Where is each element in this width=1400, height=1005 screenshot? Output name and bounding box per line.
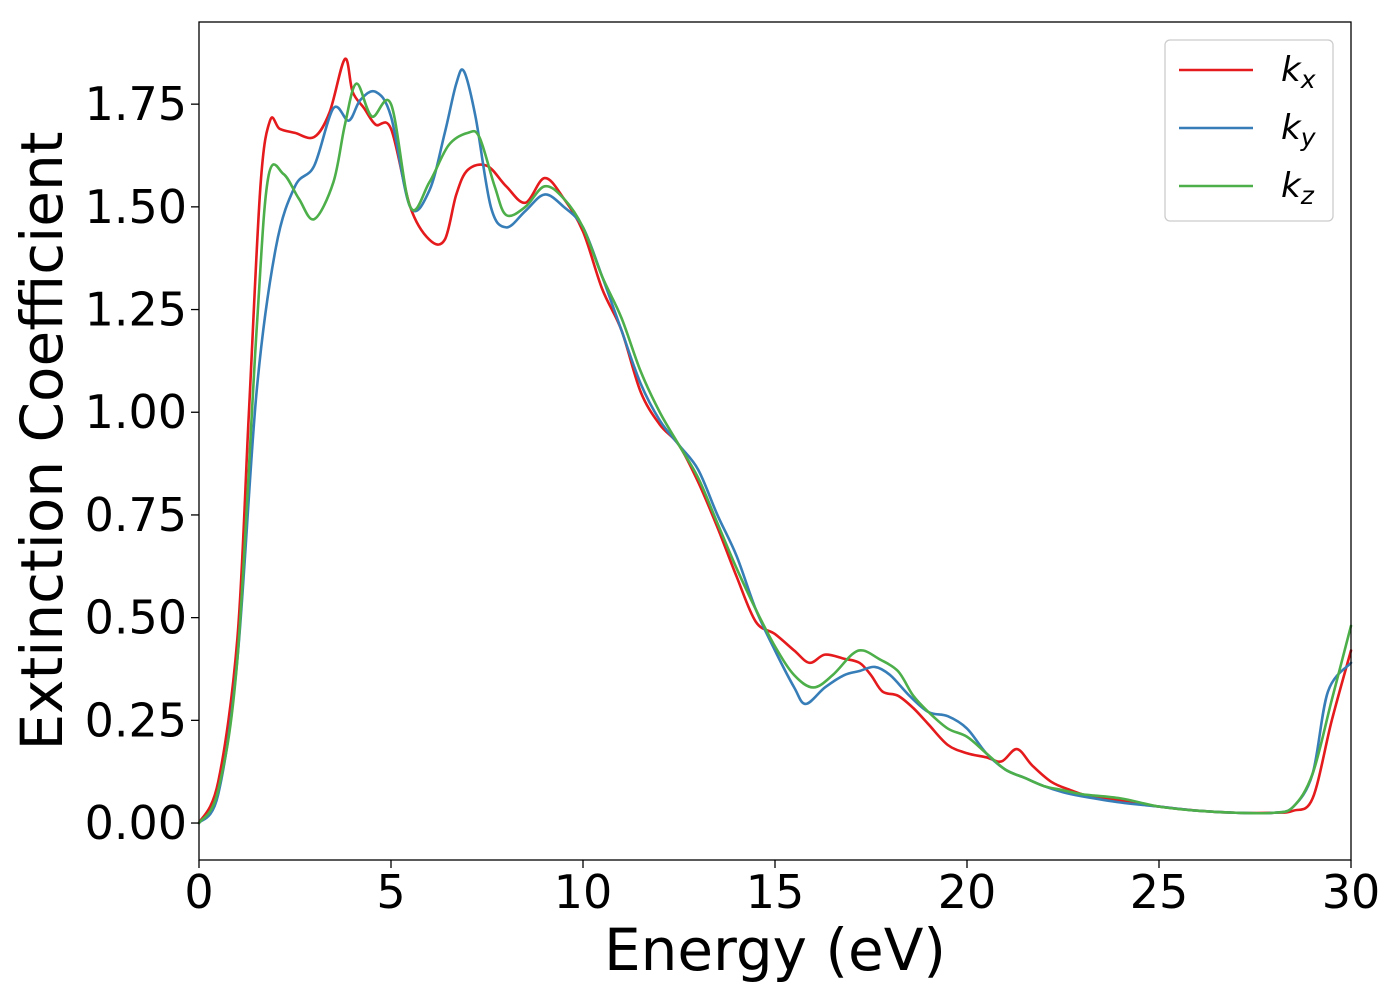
x-tick-label: 30	[1322, 865, 1381, 919]
series-line-y	[197, 68, 1353, 825]
x-tick-label: 5	[376, 865, 405, 919]
y-tick-label: 1.50	[85, 180, 187, 234]
legend-label-z: kz	[1281, 166, 1315, 210]
legend-box	[1164, 39, 1334, 222]
y-axis: 0.00 0.25 0.50 0.75 1.00 1.25 1.50 1.75	[85, 77, 199, 850]
x-tick-label: 20	[938, 865, 997, 919]
y-axis-title: Extinction Coefficient	[8, 132, 76, 751]
series-layer	[197, 57, 1353, 825]
y-tick-label: 0.00	[85, 796, 187, 850]
x-tick-label: 15	[746, 865, 805, 919]
x-tick-label: 0	[184, 865, 213, 919]
y-tick-label: 1.25	[85, 283, 187, 337]
legend: kx ky kz	[1164, 39, 1334, 222]
x-tick-label: 10	[554, 865, 613, 919]
y-tick-label: 0.50	[85, 591, 187, 645]
y-tick-label: 0.75	[85, 488, 187, 542]
legend-label-x: kx	[1281, 50, 1316, 94]
x-axis-title: Energy (eV)	[604, 916, 946, 984]
y-tick-label: 1.00	[85, 385, 187, 439]
x-tick-label: 25	[1130, 865, 1189, 919]
legend-label-y: ky	[1281, 108, 1317, 152]
x-axis: 0 5 10 15 20 25 30	[184, 860, 1380, 919]
y-tick-label: 1.75	[85, 77, 187, 131]
series-line-z	[197, 82, 1353, 825]
y-tick-label: 0.25	[85, 693, 187, 747]
